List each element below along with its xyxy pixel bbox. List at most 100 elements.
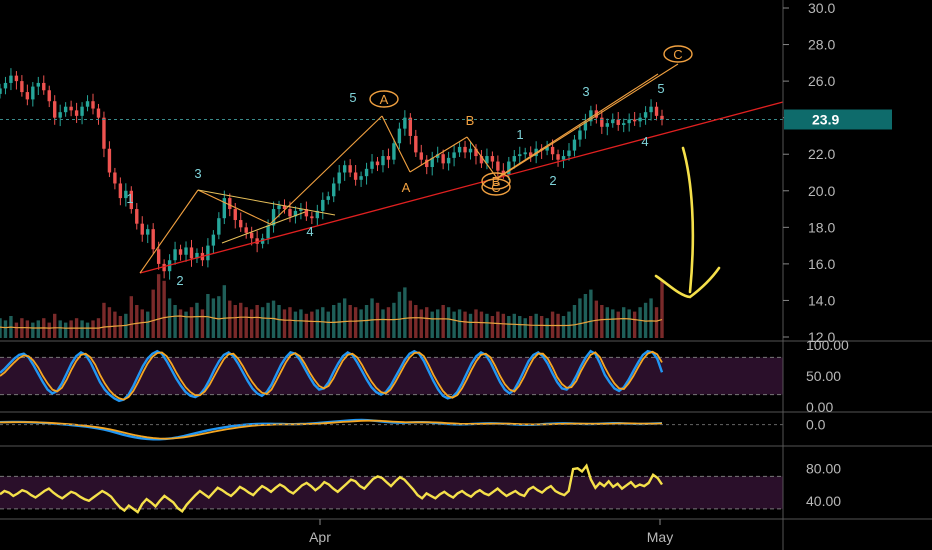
candle-body	[600, 117, 604, 127]
wave-label: 4	[641, 134, 648, 149]
volume-bar	[512, 313, 516, 338]
wave-label: A	[402, 180, 411, 195]
wave-path-line	[381, 115, 411, 173]
wave-channel-line	[497, 63, 679, 179]
volume-ma-layer	[0, 315, 663, 329]
wave-label-text: 3	[194, 166, 201, 181]
volume-bar	[107, 307, 112, 338]
macd-panel[interactable]	[0, 418, 783, 441]
candle	[403, 110, 407, 136]
candle	[146, 224, 150, 244]
down-arrow	[654, 146, 721, 299]
oscillator-line	[0, 463, 663, 514]
candle	[9, 68, 13, 91]
rsi-axis-label: 40.00	[806, 493, 841, 509]
candle	[611, 113, 615, 128]
candle-body	[20, 81, 24, 93]
candle-body	[622, 123, 626, 125]
candle-body	[189, 247, 194, 259]
candle-body	[244, 227, 248, 233]
volume-bar	[102, 302, 106, 338]
candle-body	[9, 75, 13, 83]
volume-bar	[271, 300, 276, 338]
candle-body	[310, 216, 314, 219]
candle	[91, 93, 95, 115]
candle	[31, 82, 35, 107]
macd-axis-label: 0.0	[806, 417, 826, 433]
candle-body	[353, 172, 358, 180]
volume-bar	[616, 311, 620, 338]
volume-bar	[446, 307, 451, 338]
wave-label: 1	[126, 191, 133, 206]
volume-bar	[528, 316, 533, 338]
volume-bar	[600, 305, 604, 338]
candle-body	[107, 148, 112, 173]
candle-body	[359, 176, 363, 180]
volume-bar	[91, 320, 95, 338]
stoch-axis-label: 100.00	[806, 337, 849, 353]
candle-body	[430, 157, 434, 168]
rsi-panel[interactable]	[0, 463, 783, 514]
candle-body	[375, 161, 380, 166]
volume-bar	[490, 316, 495, 338]
volume-bar	[140, 309, 144, 338]
candle-body	[299, 209, 303, 211]
axis-layer: 30.028.026.024.022.020.018.016.014.012.0…	[309, 0, 892, 545]
candle-body	[249, 232, 254, 239]
candle	[518, 146, 522, 165]
candle	[660, 109, 664, 126]
volume-bar	[479, 311, 484, 338]
candle-body	[151, 229, 155, 250]
candle-layer	[0, 68, 664, 280]
candle	[36, 76, 40, 96]
candle	[129, 186, 134, 214]
candle	[479, 150, 484, 168]
volume-bar	[583, 294, 588, 338]
candle-body	[414, 135, 418, 153]
candle	[69, 100, 73, 117]
candle	[80, 102, 84, 125]
volume-bar	[162, 280, 166, 338]
volume-bar	[660, 280, 664, 338]
candle-body	[583, 121, 588, 131]
candle	[490, 151, 495, 169]
candle-body	[572, 139, 577, 151]
time-axis-label: Apr	[309, 529, 331, 545]
wave-label-text: A	[402, 180, 411, 195]
stochastic-panel[interactable]	[0, 349, 783, 403]
candle	[195, 248, 199, 263]
candle	[271, 201, 276, 233]
volume-bar	[25, 320, 30, 338]
candle	[561, 150, 566, 169]
candle-body	[53, 101, 57, 118]
candle-body	[654, 106, 659, 116]
candle-body	[228, 198, 232, 210]
wave-label: C	[481, 178, 511, 196]
volume-bar	[321, 307, 325, 338]
candle	[370, 154, 374, 174]
candle-body	[31, 86, 35, 100]
stoch-axis-label: 0.00	[806, 399, 833, 415]
candle-body	[518, 154, 522, 157]
volume-bar	[63, 322, 68, 338]
candle	[364, 162, 369, 185]
volume-bar	[463, 311, 467, 338]
candle	[211, 230, 216, 255]
wave-label: 2	[549, 173, 556, 188]
volume-bar	[47, 322, 51, 338]
candle-body	[561, 156, 566, 160]
volume-bar	[638, 307, 642, 338]
candle	[348, 159, 352, 178]
wave-path-line	[466, 136, 498, 179]
volume-bar	[337, 302, 341, 338]
candle-body	[118, 183, 123, 199]
price-axis-label: 26.0	[808, 73, 835, 89]
candle	[178, 244, 183, 261]
candle	[239, 212, 243, 232]
candle	[3, 76, 8, 95]
volume-bar	[0, 318, 2, 338]
candle	[638, 113, 642, 128]
volume-bar	[310, 311, 314, 338]
